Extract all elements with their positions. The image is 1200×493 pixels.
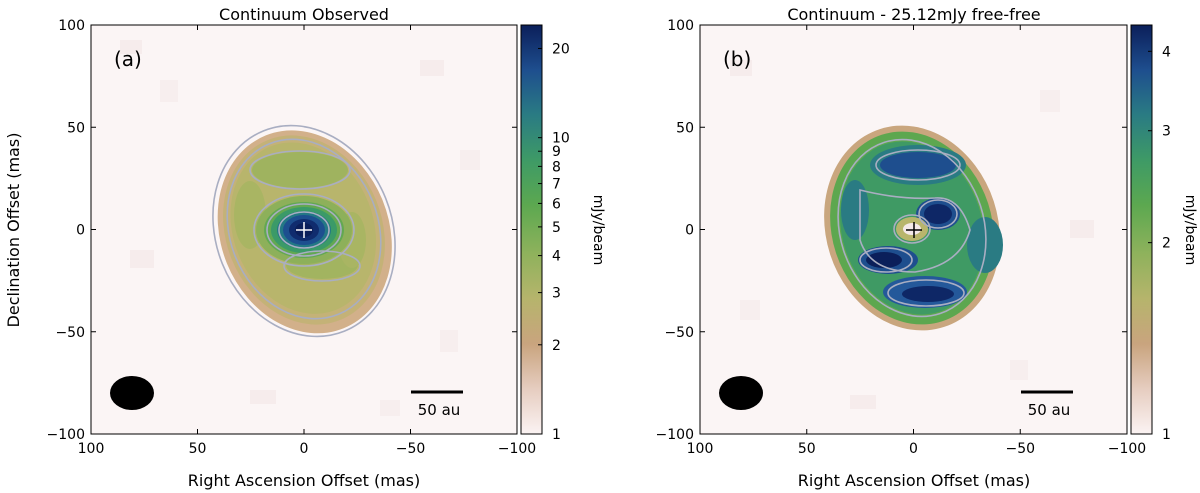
y-tick-label: 100 <box>58 18 85 34</box>
colorbar-tick-label: 3 <box>552 286 561 302</box>
panel-a-ylabel: Declination Offset (mas) <box>4 133 23 328</box>
colorbar-tick-label: 8 <box>552 159 561 175</box>
y-tick-label: 0 <box>685 223 694 239</box>
panel-b-colorbar-label: mJy/beam <box>1182 195 1198 266</box>
x-tick-label: −100 <box>498 441 536 457</box>
colorbar-tick-label: 20 <box>552 41 570 57</box>
x-tick-label: 100 <box>687 441 714 457</box>
panel-b-colorbar-ticks: 1 2 3 4 <box>1148 44 1171 443</box>
colorbar-tick-label: 1 <box>1162 427 1171 443</box>
panel-a-colorbar-label: mJy/beam <box>590 195 606 266</box>
colorbar-tick-label: 2 <box>1162 236 1171 252</box>
x-tick-label: 0 <box>300 441 309 457</box>
panel-a-x-ticks: 100 50 0 −50 −100 <box>78 25 536 457</box>
panel-a-xlabel: Right Ascension Offset (mas) <box>188 471 420 490</box>
scale-bar-label: 50 au <box>1028 401 1071 419</box>
panel-b-y-ticks: 100 50 0 −50 −100 <box>656 18 1127 443</box>
x-tick-label: 50 <box>189 441 207 457</box>
colorbar-tick-label: 4 <box>1162 44 1171 60</box>
center-marker <box>906 222 922 238</box>
x-tick-label: −50 <box>1005 441 1035 457</box>
panel-b: Continuum - 25.12mJy free-free <box>656 5 1198 490</box>
y-tick-label: 0 <box>76 223 85 239</box>
panel-a: Continuum Observed <box>4 5 606 490</box>
colorbar-tick-label: 6 <box>552 196 561 212</box>
y-tick-label: 50 <box>676 120 694 136</box>
panel-a-colorbar <box>520 24 543 435</box>
y-tick-label: −100 <box>47 427 85 443</box>
colorbar-tick-label: 10 <box>552 131 570 147</box>
panel-b-label: (b) <box>723 47 751 71</box>
x-tick-label: −100 <box>1108 441 1146 457</box>
x-tick-label: 50 <box>798 441 816 457</box>
y-tick-label: 100 <box>667 18 694 34</box>
x-tick-label: 100 <box>78 441 105 457</box>
y-tick-label: −50 <box>55 325 85 341</box>
colorbar-tick-label: 3 <box>1162 124 1171 140</box>
panel-a-label: (a) <box>114 47 142 71</box>
panel-a-y-ticks: 100 50 0 −50 −100 <box>47 18 517 443</box>
panel-b-title: Continuum - 25.12mJy free-free <box>787 5 1040 24</box>
colorbar-tick-label: 7 <box>552 177 561 193</box>
x-tick-label: 0 <box>909 441 918 457</box>
y-tick-label: −50 <box>664 325 694 341</box>
peak-marker <box>296 222 312 238</box>
y-tick-label: 50 <box>67 120 85 136</box>
panel-b-colorbar <box>1130 24 1153 435</box>
beam-ellipse <box>110 376 154 410</box>
y-tick-label: −100 <box>656 427 694 443</box>
panel-b-x-ticks: 100 50 0 −50 −100 <box>687 25 1146 457</box>
beam-ellipse <box>719 376 763 410</box>
panel-a-title: Continuum Observed <box>219 5 389 24</box>
x-tick-label: −50 <box>396 441 426 457</box>
colorbar-tick-label: 4 <box>552 249 561 265</box>
colorbar-tick-label: 9 <box>552 144 561 160</box>
panel-b-xlabel: Right Ascension Offset (mas) <box>798 471 1030 490</box>
colorbar-tick-label: 5 <box>552 220 561 236</box>
scale-bar-label: 50 au <box>418 401 461 419</box>
colorbar-tick-label: 2 <box>552 338 561 354</box>
colorbar-tick-label: 1 <box>552 427 561 443</box>
